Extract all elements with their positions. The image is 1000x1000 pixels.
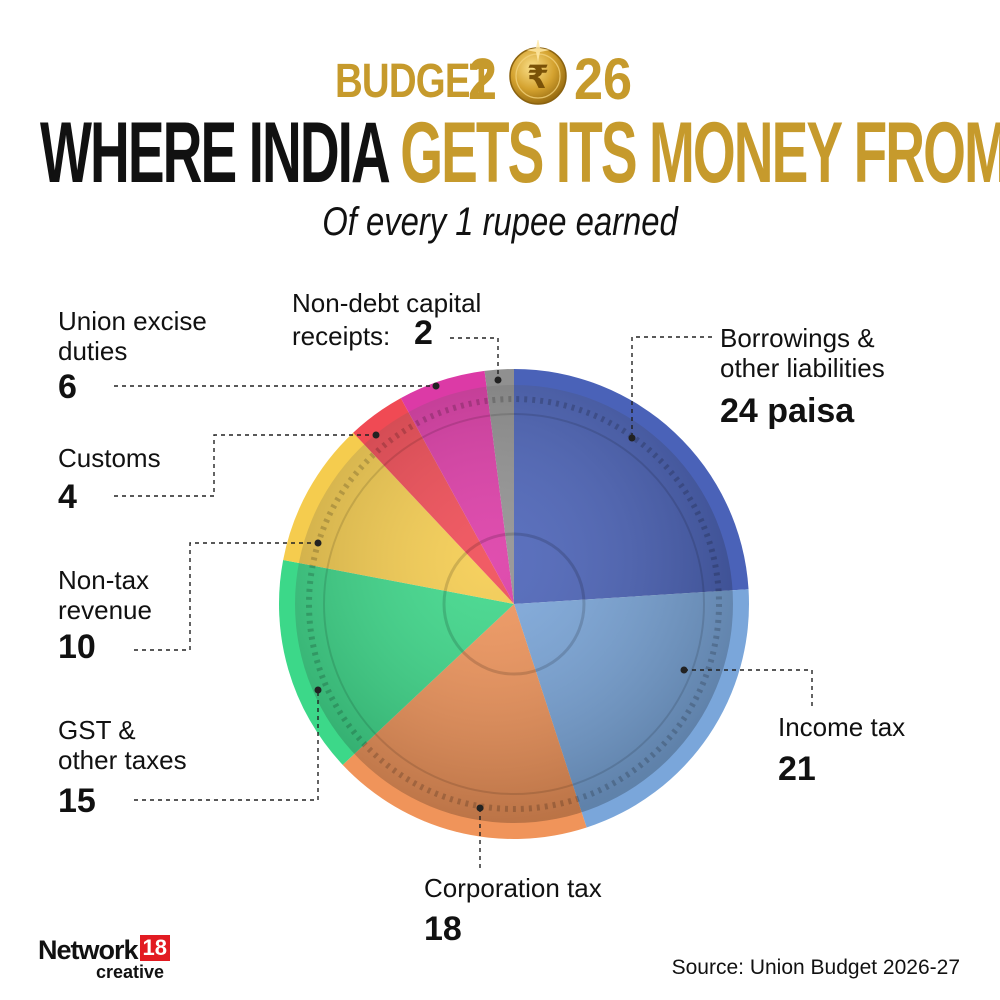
coin-texture: [295, 385, 733, 823]
value-corporation-tax: 18: [424, 910, 462, 948]
label-nontax-line1: Non-tax: [58, 565, 150, 595]
label-income-tax: Income tax: [778, 712, 906, 742]
subtitle: Of every 1 rupee earned: [322, 200, 678, 244]
value-income-tax: 21: [778, 750, 816, 788]
leader-nontax: [134, 542, 318, 651]
headline-part1: WHERE INDIA: [40, 105, 401, 201]
leader-customs: [114, 434, 376, 497]
logo-network-text: Network: [38, 935, 139, 965]
budget-2026-logo: BUDGET 2 ₹ 26: [0, 40, 1000, 112]
logo-18-badge: 18: [139, 935, 171, 961]
leader-income-tax: [684, 669, 813, 708]
label-gst-line2: other taxes: [58, 745, 187, 775]
year-suffix: 26: [574, 47, 633, 112]
label-borrowings-line2: other liabilities: [720, 353, 885, 383]
logo-creative-text: creative: [96, 962, 165, 982]
label-borrowings-line1: Borrowings &: [720, 323, 875, 353]
label-excise-line2: duties: [58, 336, 128, 366]
svg-text:₹: ₹: [527, 58, 549, 96]
label-customs: Customs: [58, 443, 161, 473]
value-borrowings: 24 paisa: [720, 392, 855, 430]
value-customs: 4: [58, 478, 77, 516]
headline-part2: GETS ITS MONEY FROM: [400, 105, 1000, 201]
value-gst: 15: [58, 782, 96, 820]
rupee-coin-icon: ₹: [509, 40, 567, 105]
year-prefix: 2: [468, 47, 498, 112]
label-excise-line1: Union excise: [58, 306, 207, 336]
leader-dots: [314, 376, 688, 812]
label-nondebt-line1: Non-debt capital: [292, 288, 482, 318]
headline: WHERE INDIA GETS ITS MONEY FROM: [40, 110, 1000, 196]
label-nontax-line2: revenue: [58, 595, 152, 625]
value-nondebt: 2: [414, 314, 433, 352]
leader-borrowings: [631, 336, 712, 438]
source-note: Source: Union Budget 2026-27: [671, 956, 960, 979]
leader-lines: [114, 336, 813, 870]
leader-gst: [134, 690, 319, 801]
value-excise: 6: [58, 368, 77, 406]
leader-nondebt: [450, 337, 499, 380]
label-corporation-tax: Corporation tax: [424, 873, 602, 903]
network18-logo: Network 18 creative: [38, 935, 171, 982]
label-nondebt-line2: receipts:: [292, 321, 391, 351]
budget-word: BUDGET: [335, 55, 493, 108]
label-gst-line1: GST &: [58, 715, 136, 745]
value-nontax: 10: [58, 628, 96, 666]
